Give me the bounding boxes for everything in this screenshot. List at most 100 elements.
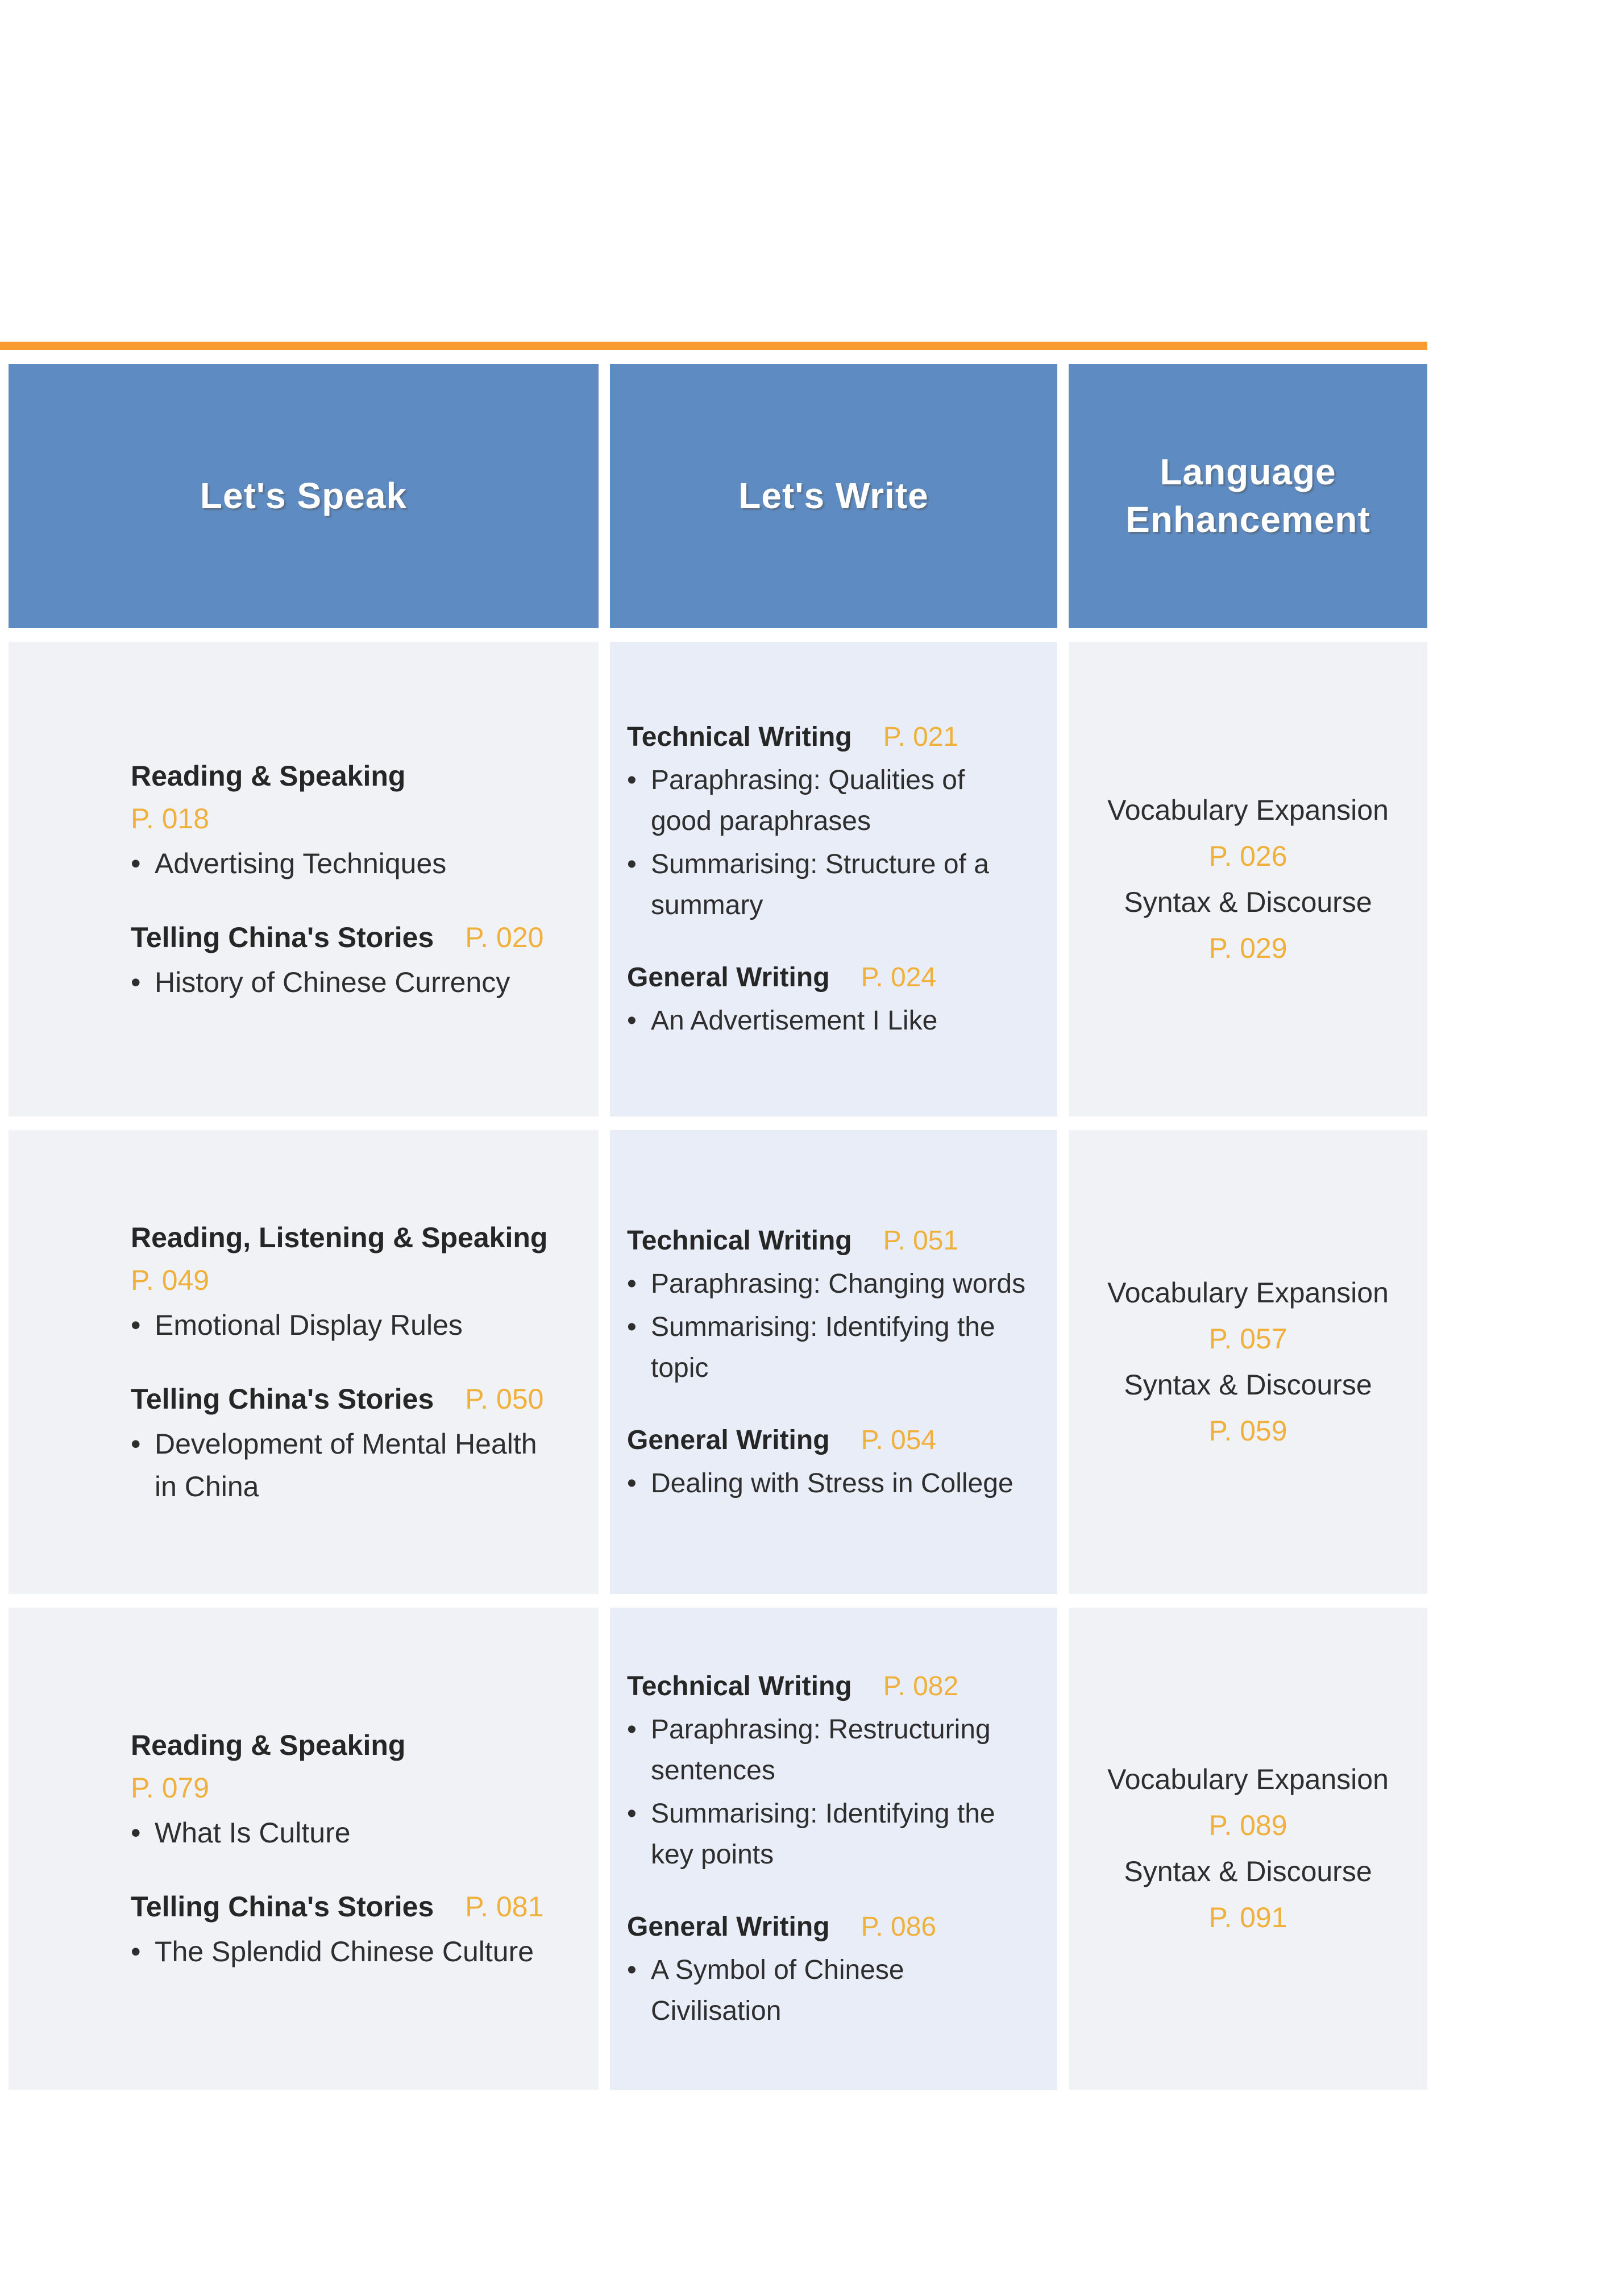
page-number: P. 059 [1208, 1415, 1287, 1447]
toc-group: General Writing P. 054 Dealing with Stres… [627, 1420, 1032, 1504]
page-number: P. 029 [1208, 932, 1287, 964]
toc-group: Technical Writing P. 021 Paraphrasing: Qu… [627, 717, 1032, 926]
orange-rule [0, 342, 1427, 350]
toc-group: Telling China's Stories P. 081 The Splend… [131, 1886, 564, 1973]
column-header-label: Let's Write [738, 475, 929, 516]
section-title: Technical Writing [627, 722, 852, 752]
toc-item-label: Advertising Techniques [155, 847, 447, 879]
section-title: Technical Writing [627, 1671, 852, 1701]
section-title: General Writing [627, 1425, 830, 1455]
toc-item-label: The Splendid Chinese Culture [155, 1936, 534, 1967]
page-number: P. 020 [465, 921, 544, 953]
section-title: Vocabulary Expansion [1107, 1277, 1389, 1309]
toc-group: General Writing P. 024 An Advertisement I… [627, 957, 1032, 1041]
page-number: P. 050 [465, 1383, 544, 1415]
group-title-line: Technical Writing P. 051 [627, 1221, 1032, 1261]
page-number: P. 089 [1208, 1809, 1287, 1841]
toc-item-label: Development of Mental Health in China [155, 1427, 537, 1502]
group-title-line: General Writing P. 086 [627, 1907, 1032, 1948]
toc-item: Paraphrasing: Changing words [627, 1264, 1032, 1305]
column-header-label: Let's Speak [200, 475, 408, 516]
column-header-language-enhancement: Language Enhancement [1069, 364, 1427, 628]
toc-item: Summarising: Identifying the topic [627, 1307, 1032, 1389]
toc-item-label: Summarising: Identifying the topic [651, 1311, 995, 1383]
toc-group: Reading & Speaking P. 079 What Is Cultur… [131, 1724, 564, 1854]
toc-item-label: A Symbol of Chinese Civilisation [651, 1954, 904, 2026]
section-title: Telling China's Stories [131, 1383, 434, 1415]
group-title-line: Technical Writing P. 082 [627, 1666, 1032, 1707]
section-title: Syntax & Discourse [1124, 1369, 1372, 1401]
page-number: P. 051 [883, 1225, 959, 1256]
page-number: P. 018 [131, 802, 210, 835]
section-title: Reading & Speaking [131, 759, 406, 792]
page-number: P. 057 [1208, 1323, 1287, 1355]
page-number: P. 086 [861, 1911, 937, 1942]
toc-item: History of Chinese Currency [131, 961, 564, 1004]
toc-item-label: What Is Culture [155, 1817, 351, 1849]
section-title: Vocabulary Expansion [1107, 1763, 1389, 1795]
write-cell-row2: Technical Writing P. 051 Paraphrasing: Ch… [610, 1130, 1057, 1594]
section-title: Telling China's Stories [131, 1891, 434, 1923]
column-header-lets-write: Let's Write [610, 364, 1057, 628]
write-cell-row3: Technical Writing P. 082 Paraphrasing: Re… [610, 1608, 1057, 2090]
toc-item: Paraphrasing: Restructuring sentences [627, 1709, 1032, 1791]
language-cell-row3: Vocabulary Expansion P. 089 Syntax & Dis… [1069, 1608, 1427, 2090]
toc-item: Summarising: Structure of a summary [627, 844, 1032, 926]
section-title: Syntax & Discourse [1124, 886, 1372, 918]
toc-item: Paraphrasing: Qualities of good paraphra… [627, 760, 1032, 842]
toc-group: Telling China's Stories P. 020 History of… [131, 916, 564, 1004]
write-cell-row1: Technical Writing P. 021 Paraphrasing: Qu… [610, 642, 1057, 1116]
group-title-line: General Writing P. 024 [627, 957, 1032, 998]
column-header-label: Language Enhancement [1125, 451, 1370, 540]
language-cell-row2: Vocabulary Expansion P. 057 Syntax & Dis… [1069, 1130, 1427, 1594]
page-number: P. 049 [131, 1264, 210, 1296]
section-title: Reading, Listening & Speaking [131, 1221, 548, 1253]
toc-item: Advertising Techniques [131, 842, 564, 885]
page-number: P. 021 [883, 722, 959, 752]
toc-item-label: Summarising: Structure of a summary [651, 849, 989, 920]
section-title: Syntax & Discourse [1124, 1856, 1372, 1887]
group-title-line: Reading, Listening & Speaking [131, 1217, 564, 1259]
toc-group: General Writing P. 086 A Symbol of Chines… [627, 1907, 1032, 2032]
toc-item-label: History of Chinese Currency [155, 966, 510, 998]
group-title-line: Reading & Speaking [131, 1724, 564, 1767]
page-number: P. 082 [883, 1671, 959, 1701]
toc-item: An Advertisement I Like [627, 1001, 1032, 1041]
toc-group: Telling China's Stories P. 050 Developmen… [131, 1378, 564, 1508]
toc-item-label: Emotional Display Rules [155, 1309, 463, 1341]
page-number: P. 079 [131, 1772, 210, 1804]
toc-group: Reading, Listening & Speaking P. 049 Emo… [131, 1217, 564, 1347]
toc-item: Dealing with Stress in College [627, 1463, 1032, 1504]
page-number: P. 081 [465, 1891, 544, 1923]
toc-group: Technical Writing P. 082 Paraphrasing: Re… [627, 1666, 1032, 1875]
toc-group: Reading & Speaking P. 018 Advertising Te… [131, 755, 564, 885]
toc-item: What Is Culture [131, 1812, 564, 1854]
page-number: P. 054 [861, 1425, 937, 1455]
group-title-line: Technical Writing P. 021 [627, 717, 1032, 758]
column-header-lets-speak: Let's Speak [9, 364, 599, 628]
speak-cell-row3: Reading & Speaking P. 079 What Is Cultur… [9, 1608, 599, 2090]
page-number: P. 091 [1208, 1902, 1287, 1933]
section-title: Vocabulary Expansion [1107, 794, 1389, 826]
speak-cell-row2: Reading, Listening & Speaking P. 049 Emo… [9, 1130, 599, 1594]
group-title-line: Reading & Speaking [131, 755, 564, 798]
section-title: Reading & Speaking [131, 1729, 406, 1761]
section-title: General Writing [627, 962, 830, 993]
language-cell-row1: Vocabulary Expansion P. 026 Syntax & Dis… [1069, 642, 1427, 1116]
toc-item-label: Paraphrasing: Restructuring sentences [651, 1714, 991, 1786]
toc-item: A Symbol of Chinese Civilisation [627, 1950, 1032, 2032]
section-title: Telling China's Stories [131, 921, 434, 953]
group-title-line: Telling China's Stories P. 081 [131, 1886, 564, 1928]
group-title-line: Telling China's Stories P. 020 [131, 916, 564, 959]
toc-item-label: Paraphrasing: Qualities of good paraphra… [651, 765, 965, 836]
toc-item-label: Dealing with Stress in College [651, 1468, 1014, 1499]
toc-group: Technical Writing P. 051 Paraphrasing: Ch… [627, 1221, 1032, 1389]
group-title-line: Telling China's Stories P. 050 [131, 1378, 564, 1421]
toc-table: Let's Speak Let's Write Language Enhance… [9, 364, 1427, 2090]
toc-item-label: Summarising: Identifying the key points [651, 1798, 995, 1870]
speak-cell-row1: Reading & Speaking P. 018 Advertising Te… [9, 642, 599, 1116]
section-title: General Writing [627, 1911, 830, 1942]
toc-item-label: Paraphrasing: Changing words [651, 1268, 1026, 1299]
page-number: P. 026 [1208, 840, 1287, 872]
